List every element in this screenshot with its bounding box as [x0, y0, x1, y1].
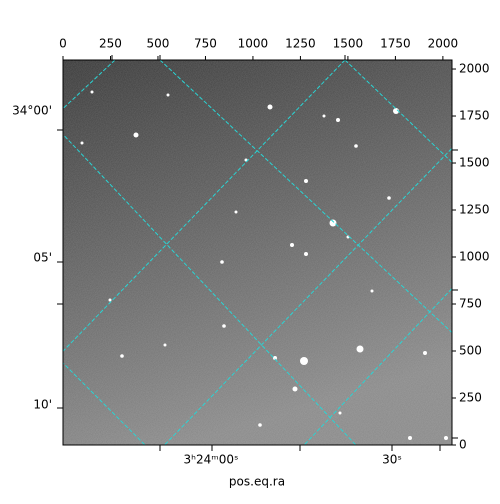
x-tick-label: 250 [99, 37, 122, 51]
x-tick-label: 1750 [380, 37, 411, 51]
y-tick-label: 1250 [459, 203, 490, 217]
y-tick-label: 1000 [459, 250, 490, 264]
x-tick-label: 1250 [285, 37, 316, 51]
x-tick-label: 1500 [333, 37, 364, 51]
ra-tick-label: 3ʰ24ᵐ00ˢ [184, 453, 239, 467]
y-tick-label: 500 [459, 344, 482, 358]
y-tick-label: 750 [459, 297, 482, 311]
image [62, 59, 453, 446]
x-tick-label: 0 [59, 37, 67, 51]
wcs-ticks [57, 55, 458, 451]
x-tick-label: 500 [147, 37, 170, 51]
x-tick-label: 2000 [428, 37, 459, 51]
y-tick-label: 1750 [459, 109, 490, 123]
x-tick-label: 1000 [238, 37, 269, 51]
y-tick-label: 0 [459, 438, 467, 452]
dec-tick-label: 05' [33, 251, 52, 265]
y-tick-label: 2000 [459, 62, 490, 76]
stars [80, 90, 448, 440]
y-tick-label: 1500 [459, 156, 490, 170]
ra-tick-label: 30ˢ [382, 453, 402, 467]
dec-tick-label: 10' [33, 398, 52, 412]
y-tick-label: 250 [459, 391, 482, 405]
dec-tick-label: 34°00' [12, 104, 52, 118]
x-tick-label: 750 [194, 37, 217, 51]
x-axis-label: pos.eq.ra [229, 475, 285, 489]
coordinate-grid [63, 60, 452, 445]
